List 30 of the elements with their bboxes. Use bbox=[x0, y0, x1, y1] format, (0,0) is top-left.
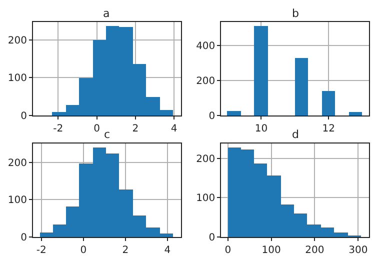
x-tick-label: 2 bbox=[122, 245, 129, 256]
x-tick-label: 2 bbox=[132, 124, 139, 135]
y-tick-label: 400 bbox=[196, 41, 216, 52]
x-tick-label: 12 bbox=[322, 124, 335, 135]
y-tick-label: 100 bbox=[196, 193, 216, 204]
y-tick-label: 200 bbox=[196, 76, 216, 88]
chart-title: c bbox=[104, 128, 110, 141]
chart-title: d bbox=[292, 128, 299, 141]
x-tick-label: 200 bbox=[305, 245, 324, 256]
x-tick-label: -2 bbox=[36, 245, 46, 256]
x-tick-label: 300 bbox=[348, 245, 368, 256]
y-tick-label: 200 bbox=[8, 35, 27, 46]
x-tick-label: 0 bbox=[94, 124, 100, 135]
x-tick-label: 4 bbox=[164, 245, 171, 256]
y-tick-label: 0 bbox=[20, 232, 27, 244]
y-tick-label: 100 bbox=[8, 195, 27, 206]
x-tick-label: -2 bbox=[53, 124, 64, 135]
y-tick-label: 100 bbox=[8, 73, 27, 84]
chart-title: b bbox=[292, 7, 299, 20]
x-tick-label: 4 bbox=[170, 124, 178, 135]
x-tick-label: 100 bbox=[262, 245, 281, 256]
x-tick-label: 0 bbox=[80, 245, 87, 256]
y-tick-label: 0 bbox=[208, 232, 216, 244]
y-tick-label: 200 bbox=[196, 154, 216, 165]
y-tick-label: 0 bbox=[20, 111, 27, 122]
y-tick-label: 0 bbox=[208, 111, 216, 122]
y-tick-label: 200 bbox=[8, 158, 27, 169]
x-tick-label: 10 bbox=[254, 124, 268, 135]
chart-title: a bbox=[103, 7, 110, 20]
x-tick-label: 0 bbox=[224, 245, 232, 256]
